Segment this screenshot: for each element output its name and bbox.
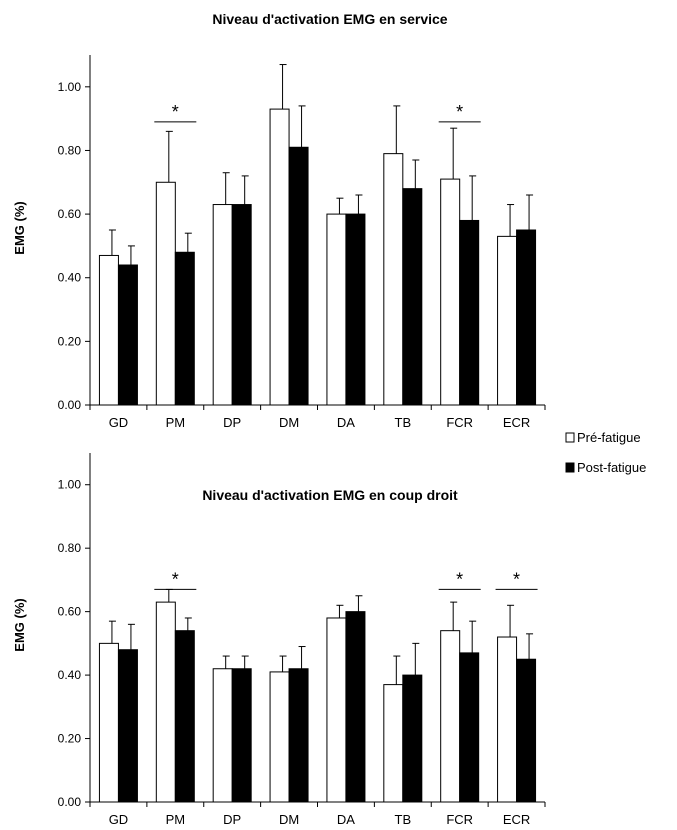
bar-post-dp [231,204,252,406]
legend-label-post-fatigue: Post-fatigue [577,460,646,475]
bar-pre-ecr [497,636,518,803]
y-tick-label: 0.20 [58,334,82,348]
bar-post-da [345,611,366,803]
y-axis-label: EMG (%) [12,201,27,254]
bar-pre-gd [98,642,119,803]
y-tick-label: 0.60 [58,605,82,619]
x-category-label: DA [337,812,355,827]
x-category-label: DA [337,415,355,430]
y-tick-label: 1.00 [58,478,82,492]
bar-pre-pm [155,601,176,803]
chart-title: Niveau d'activation EMG en coup droit [202,487,458,503]
x-category-label: ECR [503,415,530,430]
bar-post-dp [231,668,252,803]
legend-swatch-post-fatigue [565,462,575,473]
bar-post-gd [117,649,138,803]
bar-post-dm [288,668,309,803]
bar-post-tb [402,188,423,406]
bar-pre-dp [212,204,233,406]
significance-star: * [456,569,463,589]
significance-star: * [172,102,179,122]
y-tick-label: 0.20 [58,732,82,746]
y-tick-label: 0.00 [58,398,82,412]
bar-pre-gd [98,254,119,406]
bar-post-ecr [516,658,537,803]
bar-pre-dp [212,668,233,803]
y-tick-label: 0.40 [58,668,82,682]
bar-post-fcr [459,219,480,406]
x-category-label: FCR [446,812,473,827]
x-category-label: DM [279,415,299,430]
x-category-label: DM [279,812,299,827]
chart-service: Niveau d'activation EMG en service EMG (%… [12,11,546,430]
bar-post-pm [174,251,195,406]
bar-pre-ecr [497,235,518,406]
y-tick-label: 0.80 [58,143,82,157]
bar-pre-da [326,617,347,803]
significance-star: * [456,102,463,122]
bar-post-da [345,213,366,406]
x-category-label: FCR [446,415,473,430]
x-category-label: TB [395,812,412,827]
bar-post-ecr [516,229,537,406]
y-tick-label: 0.40 [58,271,82,285]
bar-pre-dm [269,108,290,406]
chart-coup-droit: Niveau d'activation EMG en coup droit EMG… [12,453,546,827]
bar-pre-da [326,213,347,406]
bar-post-tb [402,674,423,803]
y-tick-label: 0.60 [58,207,82,221]
x-category-label: PM [166,415,186,430]
bar-pre-tb [383,684,404,803]
x-category-label: GD [109,415,129,430]
bar-post-pm [174,630,195,803]
y-tick-label: 0.00 [58,795,82,809]
x-category-label: PM [166,812,186,827]
x-category-label: DP [223,812,241,827]
bar-post-dm [288,146,309,406]
legend-swatch-pre-fatigue [565,432,575,443]
bar-pre-fcr [440,178,461,406]
bar-pre-dm [269,671,290,803]
y-tick-label: 1.00 [58,80,82,94]
bar-pre-pm [155,181,176,406]
chart-title: Niveau d'activation EMG en service [212,11,447,27]
bar-post-gd [117,264,138,406]
legend: Pré-fatigue Post-fatigue [565,430,646,475]
x-category-label: ECR [503,812,530,827]
x-category-label: TB [395,415,412,430]
y-tick-label: 0.80 [58,541,82,555]
bar-pre-fcr [440,630,461,803]
significance-star: * [513,569,520,589]
y-axis-label: EMG (%) [12,598,27,651]
bar-pre-tb [383,153,404,406]
legend-label-pre-fatigue: Pré-fatigue [577,430,641,445]
bar-post-fcr [459,652,480,803]
x-category-label: DP [223,415,241,430]
significance-star: * [172,569,179,589]
x-category-label: GD [109,812,129,827]
